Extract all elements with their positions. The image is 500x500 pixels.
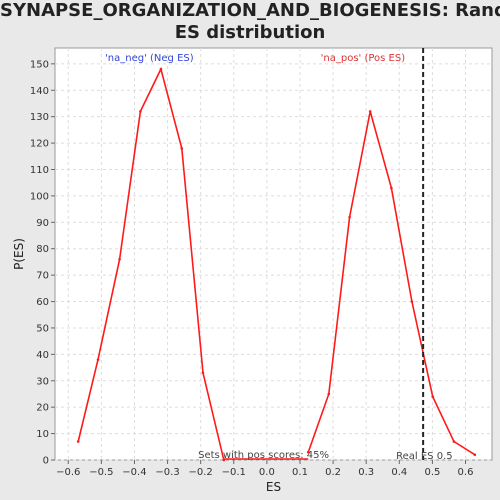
y-tick-label: 140 xyxy=(30,86,49,97)
series-point xyxy=(368,110,372,113)
chart-title-line-1: SYNAPSE_ORGANIZATION_AND_BIOGENESIS: Ran… xyxy=(0,0,500,21)
x-tick-label: −0.6 xyxy=(56,467,80,478)
x-tick-label: 0.5 xyxy=(424,467,440,478)
x-tick-label: 0.0 xyxy=(259,467,275,478)
y-tick-label: 50 xyxy=(36,323,49,334)
y-tick-label: 40 xyxy=(36,350,49,361)
series-point xyxy=(473,453,477,457)
x-tick-label: 0.3 xyxy=(358,467,374,478)
series-point xyxy=(180,147,184,150)
y-tick-label: 20 xyxy=(36,403,49,414)
y-axis-title: P(ES) xyxy=(12,238,26,270)
series-point xyxy=(139,110,142,113)
x-tick-label: −0.3 xyxy=(155,467,179,478)
series-point xyxy=(118,257,121,261)
x-tick-label: −0.2 xyxy=(189,467,213,478)
series-point xyxy=(390,186,393,190)
y-tick-label: 100 xyxy=(30,191,49,202)
series-point xyxy=(431,395,435,398)
x-tick-label: −0.5 xyxy=(89,467,113,478)
series-point xyxy=(306,450,310,454)
y-tick-label: 90 xyxy=(36,218,49,229)
y-tick-label: 70 xyxy=(36,271,49,282)
y-tick-label: 150 xyxy=(30,59,49,70)
x-tick-label: 0.6 xyxy=(458,467,474,478)
series-point xyxy=(327,392,331,396)
series-point xyxy=(201,371,205,375)
chart-title-line-2: ES distribution xyxy=(174,22,326,43)
series-point xyxy=(410,300,414,303)
y-tick-label: 130 xyxy=(30,112,49,123)
pos-scores-annotation: Sets with pos scores: 45% xyxy=(198,450,329,461)
y-tick-label: 10 xyxy=(36,429,49,440)
series-point xyxy=(76,440,80,443)
y-tick-label: 0 xyxy=(43,456,49,467)
x-tick-label: −0.1 xyxy=(222,467,246,478)
series-label-neg: 'na_neg' (Neg ES) xyxy=(105,53,194,64)
series-point xyxy=(452,440,456,443)
y-tick-label: 30 xyxy=(36,376,49,387)
y-tick-label: 120 xyxy=(30,139,49,150)
series-point xyxy=(348,215,351,219)
x-tick-label: 0.2 xyxy=(325,467,341,478)
chart-title: SYNAPSE_ORGANIZATION_AND_BIOGENESIS: Ran… xyxy=(0,0,500,44)
x-tick-label: 0.1 xyxy=(292,467,308,478)
series-line-0 xyxy=(77,66,225,461)
series-point xyxy=(96,358,100,361)
axes-layer: 0 10 20 30 40 50 60 70 80 90 100 110 120 130 140 150 −0.… xyxy=(12,59,473,494)
x-tick-label: 0.4 xyxy=(391,467,407,478)
y-tick-label: 60 xyxy=(36,297,49,308)
y-tick-label: 80 xyxy=(36,244,49,255)
series-point xyxy=(159,67,163,71)
annotation-layer: 'na_neg' (Neg ES) 'na_pos' (Pos ES) Real E… xyxy=(105,48,453,462)
x-axis-title: ES xyxy=(266,480,281,494)
series-layer xyxy=(76,66,477,462)
grid-layer xyxy=(55,48,492,461)
series-label-pos: 'na_pos' (Pos ES) xyxy=(321,53,406,64)
y-tick-label: 110 xyxy=(30,165,49,176)
x-tick-label: −0.4 xyxy=(122,467,146,478)
reference-line-label: Real ES 0.5 xyxy=(396,451,452,462)
